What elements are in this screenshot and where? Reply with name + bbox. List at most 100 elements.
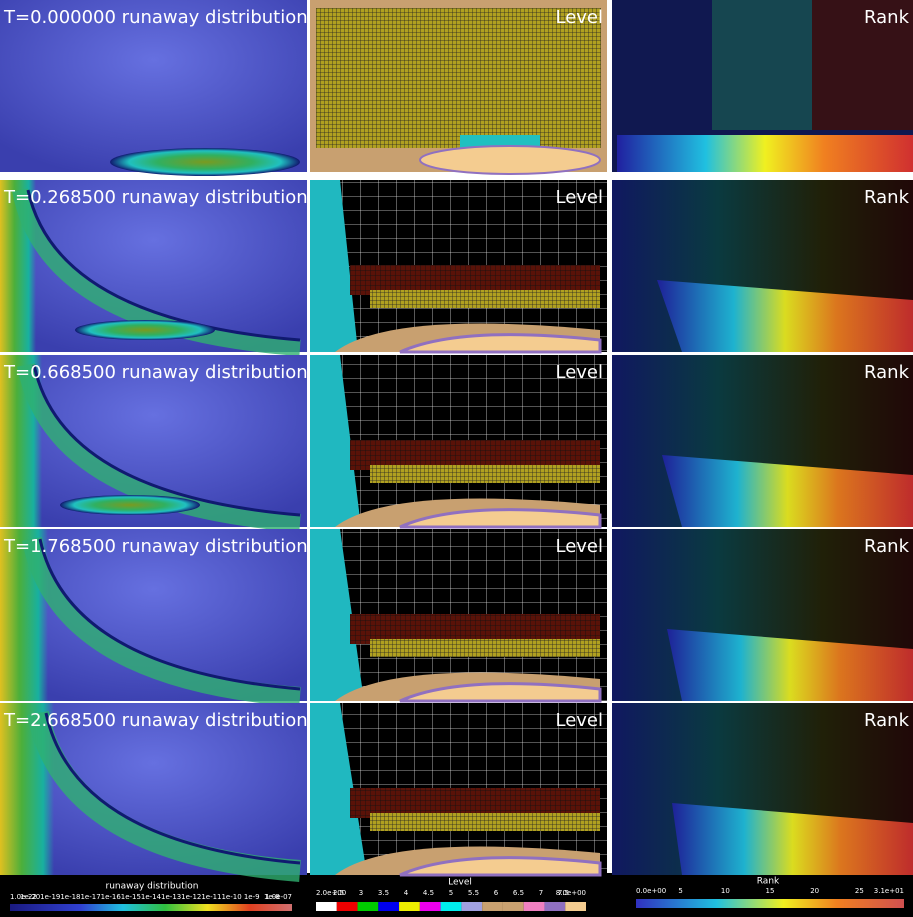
colorbar-swatch [523,902,545,911]
level-fine [399,856,602,877]
rank-blocks [712,0,812,130]
colorbar-tick-label: 2.0e+00 [316,889,346,897]
distribution-blob [110,148,300,176]
level-label: Level [555,187,603,208]
rank-label: Rank [864,710,910,731]
colorbar-tick-label: 3.5 [378,889,389,897]
distribution-edge [38,538,301,691]
colorbar-swatch [378,902,400,911]
time-label: T=0.000000 runaway distribution [3,7,308,28]
distribution-edge [44,712,301,865]
colorbar-tick-label: 1e-19 [40,893,60,901]
level-cyan [310,703,367,875]
distribution-tail [12,188,301,356]
colorbar-tick-label: 1e-9 [244,893,260,901]
colorbar-tick-label: 1e-17 [80,893,100,901]
rank-band [657,280,913,352]
colorbar-tick-label: 3.1e+01 [874,887,904,895]
colorbar-tick-label: 20 [810,887,819,895]
rank-label: Rank [864,536,910,557]
rank-label: Rank [864,362,910,383]
level-fine [399,333,602,354]
level-grid [316,8,601,148]
distribution-tail [22,537,301,707]
level-fine [399,682,602,703]
colorbar-tick-label: 6 [494,889,499,897]
distribution-field [0,0,307,172]
colorbar-tick-label: 1e-14 [141,893,162,901]
colorbar-tick-label: 1.0e-22 [10,893,37,901]
colorbar-swatch [544,902,566,911]
colorbar-title: Level [448,878,472,888]
rank-label: Rank [864,187,910,208]
colorbar [10,904,292,911]
colorbar-tick-label: 2.5 [333,889,344,897]
colorbar-swatch [316,902,337,911]
colorbar-tick-label: 8.0e+00 [556,889,586,897]
colorbar-tick-label: 4.5 [423,889,434,897]
colorbar-swatch [419,902,441,911]
level-label: Level [555,362,603,383]
colorbar-swatch [440,902,462,911]
colorbar-swatch [502,902,524,911]
level-cyan [310,355,361,527]
colorbar-tick-label: 6.5 [513,889,524,897]
level-yellow [370,465,600,483]
level-fine [419,145,601,175]
level-cyan [310,529,364,701]
colorbar-tick-label: 1e-20 [20,893,40,901]
colorbar-tick-label: 4 [404,889,409,897]
colorbar-tick-label: 7.5 [558,889,569,897]
level-label: Level [555,7,603,28]
level-yellow [370,290,600,308]
time-label: T=1.768500 runaway distribution [3,536,308,557]
distribution-edge [32,364,301,517]
colorbar-title: runaway distribution [106,882,199,892]
level-yellow [370,639,600,657]
colorbar-tick-label: 5 [678,887,682,895]
rank-band [662,455,913,527]
level-label: Level [555,710,603,731]
level-cyan [310,180,358,352]
colorbar-tick-label: 1.0e-07 [265,893,292,901]
time-label: T=0.668500 runaway distribution [3,362,308,383]
time-label: T=2.668500 runaway distribution [3,710,308,731]
rank-band [672,803,913,875]
colorbar-tick-label: 7 [539,889,543,897]
time-label: T=0.268500 runaway distribution [3,187,308,208]
colorbar-swatch [336,902,358,911]
colorbar-tick-label: 5 [449,889,453,897]
rank-band [617,135,913,172]
colorbar-tick-label: 1e-8 [264,893,280,901]
level-label: Level [555,536,603,557]
colorbar-tick-label: 1e-12 [181,893,201,901]
colorbar-swatch [482,902,503,911]
colorbar-tick-label: 15 [766,887,775,895]
colorbar-tick-label: 1e-18 [60,893,80,901]
distribution-blob [75,320,215,340]
colorbar-tick-label: 1e-15 [121,893,141,901]
level-fine [399,508,602,529]
colorbar-tick-label: 3 [359,889,363,897]
distribution-tail [17,363,301,532]
colorbar-tick-label: 1e-13 [161,893,181,901]
colorbar-tick-label: 25 [855,887,864,895]
level-yellow [370,813,600,831]
rank-band [667,629,913,701]
colorbar-tick-label: 10 [721,887,730,895]
distribution-edge [26,189,301,342]
colorbar-tick-label: 1e-11 [201,893,221,901]
colorbar [636,899,904,908]
rank-label: Rank [864,7,910,28]
colorbar-tick-label: 1e-10 [221,893,241,901]
colorbar-swatch [461,902,483,911]
colorbar-swatch [399,902,420,911]
colorbar-tick-label: 5.5 [468,889,479,897]
colorbar-tick-label: 1e-16 [101,893,122,901]
distribution-tail [27,710,301,882]
colorbar-tick-label: 0.0e+00 [636,887,666,895]
rank-blocks [812,0,913,130]
colorbar-swatch [565,902,586,911]
colorbar-swatch [357,902,379,911]
